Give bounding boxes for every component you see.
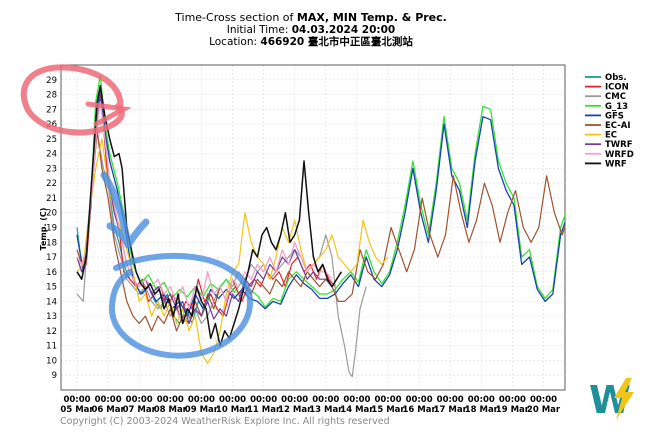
legend-label: ICON	[605, 83, 629, 93]
x-tick-time: 00:00	[219, 395, 246, 405]
legend-label: GFS	[605, 111, 624, 121]
y-tick-label: 23	[46, 164, 57, 174]
legend-label: WRFD	[605, 150, 634, 160]
x-tick-date: 06 Mar	[92, 405, 126, 415]
x-tick-time: 00:00	[95, 395, 122, 405]
x-tick-date: 18 Mar	[465, 405, 499, 415]
y-tick-label: 29	[46, 76, 57, 86]
annotation-red-tail	[85, 101, 132, 127]
x-tick-time: 00:00	[374, 395, 401, 405]
legend-label: G_13	[605, 102, 628, 112]
y-tick-label: 28	[46, 91, 57, 101]
x-tick-time: 00:00	[126, 395, 153, 405]
y-tick-label: 22	[46, 179, 57, 189]
y-tick-label: 10	[46, 356, 57, 366]
x-tick-time: 00:00	[157, 395, 184, 405]
x-tick-time: 00:00	[250, 395, 277, 405]
x-tick-date: 09 Mar	[185, 405, 219, 415]
x-tick-date: 13 Mar	[309, 405, 343, 415]
y-tick-label: 24	[46, 150, 57, 160]
y-ticks: 9101112131415161718192021222324252627282…	[46, 76, 57, 381]
y-tick-label: 9	[52, 371, 57, 381]
x-tick-time: 00:00	[406, 395, 433, 405]
legend-label: EC	[605, 131, 617, 141]
copyright: Copyright (C) 2003-2024 WeatherRisk Expl…	[60, 416, 390, 427]
x-tick-date: 11 Mar	[247, 405, 281, 415]
weatherrisk-logo: W	[589, 378, 634, 422]
lightning-bolt-icon	[614, 378, 634, 420]
x-tick-time: 00:00	[499, 395, 526, 405]
legend-label: WRF	[605, 159, 627, 169]
legend-label: Obs.	[605, 73, 627, 83]
x-tick-date: 10 Mar	[216, 405, 250, 415]
y-tick-label: 13	[46, 312, 57, 322]
legend-label: CMC	[605, 92, 626, 102]
y-tick-label: 14	[46, 297, 57, 307]
y-tick-label: 27	[46, 105, 57, 115]
x-tick-date: 08 Mar	[154, 405, 188, 415]
chart-title: Time-Cross section of MAX, MIN Temp. & P…	[174, 11, 447, 24]
annotation-blue-arrow	[100, 171, 150, 249]
legend-label: TWRF	[605, 140, 633, 150]
annotation-blue-ellipse	[108, 252, 253, 359]
x-tick-time: 00:00	[312, 395, 339, 405]
x-tick-time: 00:00	[63, 395, 90, 405]
x-tick-time: 00:00	[530, 395, 557, 405]
y-tick-label: 19	[46, 224, 57, 234]
series-line-g-13	[76, 74, 565, 308]
y-tick-label: 16	[46, 268, 57, 278]
location: Location: 466920 臺北市中正區臺北測站	[209, 35, 413, 48]
series-line-wrf	[76, 84, 343, 347]
x-tick-date: 14 Mar	[340, 405, 374, 415]
x-tick-date: 07 Mar	[123, 405, 157, 415]
y-tick-label: 18	[46, 238, 57, 248]
x-tick-date: 05 Mar	[60, 405, 94, 415]
y-tick-label: 25	[46, 135, 57, 145]
initial-time: Initial Time: 04.03.2024 20:00	[227, 24, 395, 36]
x-tick-date: 15 Mar	[371, 405, 405, 415]
y-axis-label: Temp. (C)	[39, 208, 48, 251]
legend-label: EC-AI	[605, 121, 631, 131]
annotation-marks	[21, 64, 253, 359]
y-tick-label: 11	[46, 342, 57, 352]
x-tick-date: 17 Mar	[434, 405, 468, 415]
x-tick-time: 00:00	[188, 395, 215, 405]
x-tick-time: 00:00	[281, 395, 308, 405]
x-tick-date: 20 Mar	[527, 405, 561, 415]
x-tick-date: 19 Mar	[496, 405, 530, 415]
x-tick-time: 00:00	[437, 395, 464, 405]
x-tick-date: 16 Mar	[403, 405, 437, 415]
annotation-red-circle	[21, 64, 125, 136]
x-tick-time: 00:00	[468, 395, 495, 405]
y-tick-label: 20	[46, 209, 57, 219]
x-tick-date: 12 Mar	[278, 405, 312, 415]
y-tick-label: 12	[46, 327, 57, 337]
y-tick-label: 21	[46, 194, 57, 204]
x-tick-time: 00:00	[343, 395, 370, 405]
y-tick-label: 17	[46, 253, 57, 263]
y-tick-label: 15	[46, 283, 57, 293]
series-layer	[76, 74, 565, 378]
